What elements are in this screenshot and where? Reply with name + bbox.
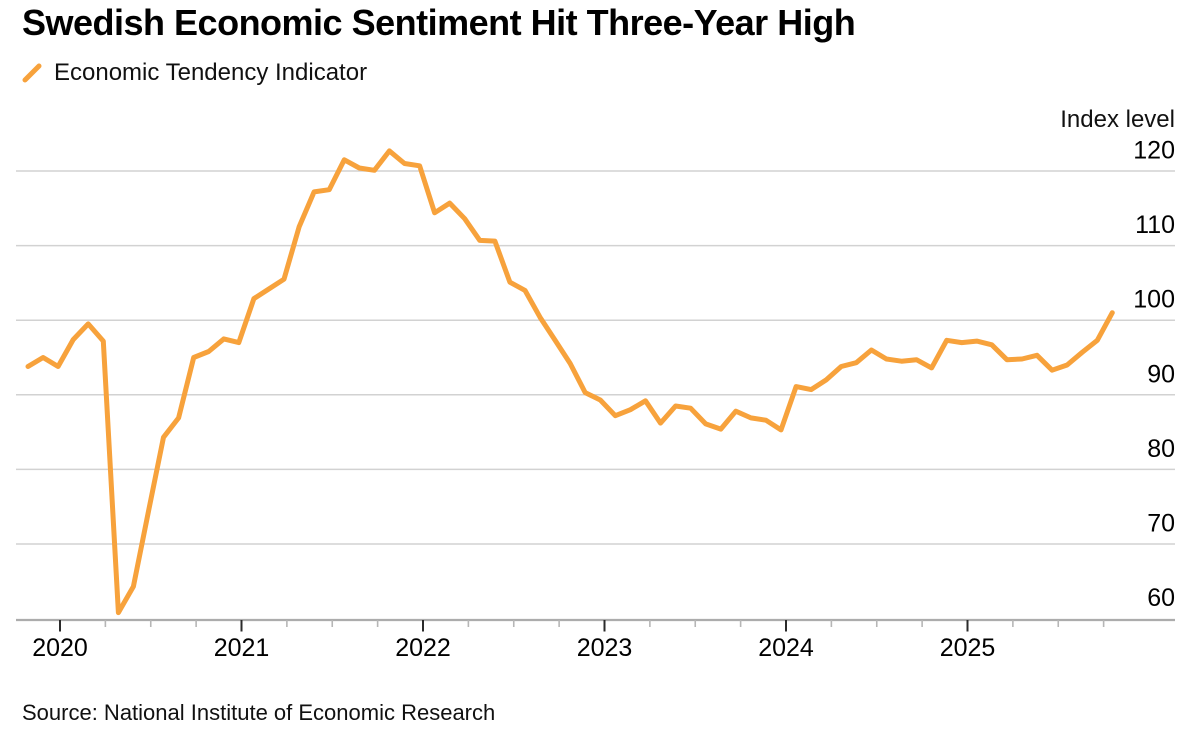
x-axis-label: 2025 bbox=[940, 634, 996, 662]
x-axis-label: 2021 bbox=[214, 634, 270, 662]
legend-line-swatch-icon bbox=[22, 63, 42, 83]
y-axis-label: 100 bbox=[1133, 286, 1175, 314]
source-note: Source: National Institute of Economic R… bbox=[22, 700, 496, 725]
y-axis-title: Index level bbox=[1060, 106, 1175, 133]
y-axis-label: 80 bbox=[1147, 435, 1175, 463]
y-axis-label: 70 bbox=[1147, 510, 1175, 538]
x-axis-label: 2022 bbox=[395, 634, 451, 662]
x-axis-label: 2020 bbox=[32, 634, 88, 662]
y-axis-label: 60 bbox=[1147, 584, 1175, 612]
x-axis-label: 2024 bbox=[758, 634, 814, 662]
y-axis-label: 110 bbox=[1135, 211, 1175, 239]
legend: Economic Tendency Indicator bbox=[22, 59, 367, 87]
chart-title: Swedish Economic Sentiment Hit Three-Yea… bbox=[22, 2, 856, 43]
x-axis-label: 2023 bbox=[577, 634, 633, 662]
eti-line-series bbox=[25, 148, 1115, 616]
y-axis-label: 90 bbox=[1147, 360, 1175, 388]
y-axis-label: 120 bbox=[1133, 137, 1175, 165]
legend-label: Economic Tendency Indicator bbox=[54, 59, 368, 86]
